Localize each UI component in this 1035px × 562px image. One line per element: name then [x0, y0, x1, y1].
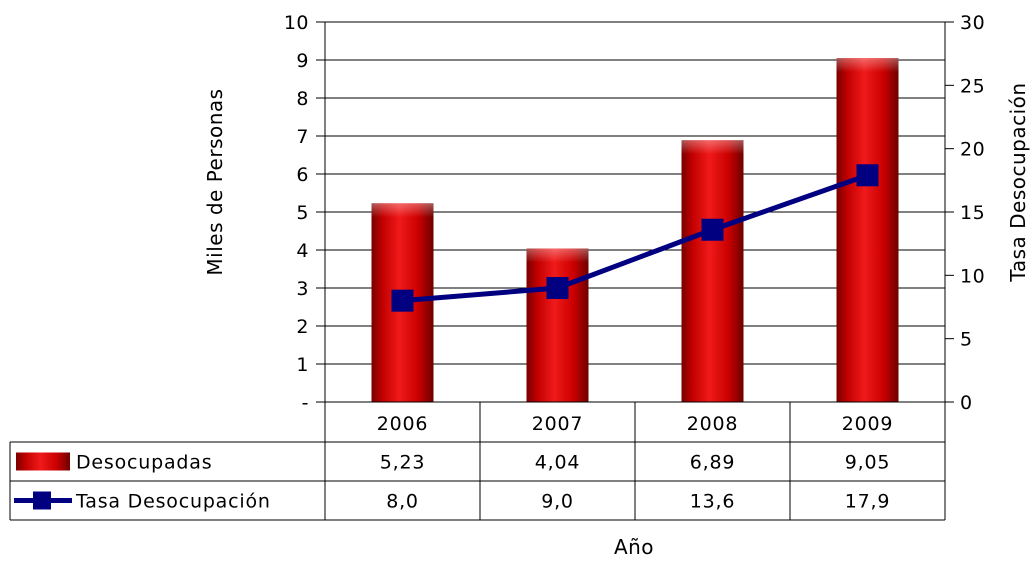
y-tick-label: 10 — [284, 12, 309, 34]
y2-tick-label: 20 — [960, 139, 985, 161]
marker-tasa — [701, 218, 724, 241]
data-label-tasa: 8,0 — [386, 491, 419, 513]
data-label-desocupadas: 9,05 — [845, 452, 891, 474]
y2-tick-label: 15 — [960, 202, 985, 224]
y-tick-label: 7 — [296, 126, 309, 148]
bar-desocupadas — [526, 248, 589, 402]
y-tick-label: 9 — [296, 50, 309, 72]
marker-tasa — [391, 289, 414, 312]
y-tick-label: 1 — [296, 354, 309, 376]
x-axis-title: Año — [614, 535, 654, 559]
data-label-tasa: 13,6 — [690, 491, 736, 513]
y-tick-label: 4 — [296, 240, 309, 262]
legend-key-desocupadas — [16, 452, 70, 471]
legend-label-desocupadas: Desocupadas — [76, 452, 212, 474]
data-label-tasa: 9,0 — [541, 491, 574, 513]
marker-tasa — [856, 164, 879, 187]
y2-tick-label: 30 — [960, 12, 985, 34]
y-tick-label: - — [302, 392, 309, 414]
y-tick-label: 3 — [296, 278, 309, 300]
data-label-desocupadas: 5,23 — [380, 452, 426, 474]
x-category-label: 2006 — [377, 413, 429, 435]
legend-key-tasa-marker — [33, 491, 51, 510]
chart-text: - 1 2 3 4 5 6 7 8 9 10 0 5 10 15 20 25 30 2006 2007 2008 2009… — [75, 12, 1030, 559]
y-tick-label: 5 — [296, 202, 309, 224]
bars — [371, 58, 899, 402]
y2-tick-label: 5 — [960, 329, 973, 351]
bar-highlight — [836, 58, 899, 73]
legend-label-tasa: Tasa Desocupación — [75, 491, 271, 513]
bar-desocupadas — [836, 58, 899, 402]
data-label-desocupadas: 4,04 — [535, 452, 581, 474]
bar-desocupadas — [681, 140, 744, 402]
x-category-label: 2007 — [532, 413, 584, 435]
x-category-label: 2008 — [687, 413, 739, 435]
data-table — [9, 402, 946, 521]
bar-highlight — [371, 203, 434, 218]
y-tick-label: 8 — [296, 88, 309, 110]
y2-axis-title: Tasa Desocupación — [1006, 82, 1030, 282]
bar-highlight — [681, 140, 744, 155]
series-line-tasa — [402, 172, 869, 304]
bar-highlight — [526, 248, 589, 263]
data-label-tasa: 17,9 — [845, 491, 891, 513]
rate-line — [391, 164, 879, 312]
data-label-desocupadas: 6,89 — [690, 452, 736, 474]
y-tick-label: 2 — [296, 316, 309, 338]
marker-tasa — [546, 277, 569, 299]
y-tick-label: 6 — [296, 164, 309, 186]
y2-tick-label: 10 — [960, 265, 985, 287]
y-axis-title: Miles de Personas — [203, 88, 227, 275]
y2-tick-label: 0 — [960, 392, 973, 414]
y2-tick-label: 25 — [960, 75, 985, 97]
x-category-label: 2009 — [842, 413, 894, 435]
